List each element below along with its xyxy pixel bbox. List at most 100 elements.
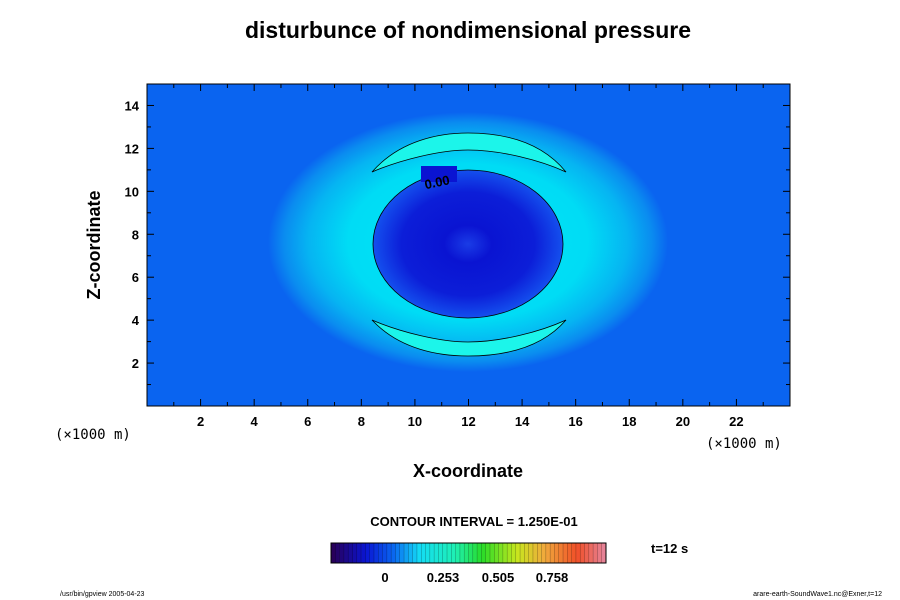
colorbar-cell — [550, 543, 555, 563]
x-tick-label: 8 — [358, 414, 365, 429]
lower-positive-crescent — [371, 319, 567, 357]
colorbar-frame — [330, 542, 607, 564]
colorbar-cell — [537, 543, 542, 563]
colorbar-cell — [404, 543, 409, 563]
x-tick-label: 14 — [515, 414, 530, 429]
colorbar-tick-label: 0.253 — [427, 570, 460, 585]
colorbar-cell — [481, 543, 486, 563]
x-unit-right: (×1000 m) — [706, 436, 782, 452]
colorbar-cell — [528, 543, 534, 563]
x-tick-label: 16 — [568, 414, 582, 429]
contour-label: 0.00 — [423, 172, 451, 192]
colorbar-cell — [554, 543, 560, 563]
colorbar-cell — [391, 543, 396, 563]
colorbar-tick-label: 0.758 — [536, 570, 569, 585]
colorbar-cell — [597, 543, 603, 563]
y-tick-label: 14 — [125, 98, 140, 113]
contour-label-bg — [421, 166, 457, 182]
upper-positive-crescent — [371, 132, 567, 173]
chart-title: disturbunce of nondimensional pressure — [245, 17, 691, 43]
x-tick-label: 10 — [408, 414, 422, 429]
colorbar-cell — [593, 543, 598, 563]
x-tick-label: 18 — [622, 414, 636, 429]
y-tick-label: 12 — [125, 141, 139, 156]
colorbar-cell — [571, 543, 577, 563]
y-tick-label: 2 — [132, 356, 139, 371]
colorbar-cell — [442, 543, 448, 563]
colorbar-cell — [343, 543, 349, 563]
x-tick-label: 12 — [461, 414, 475, 429]
colorbar-cell — [545, 543, 551, 563]
colorbar-cell — [447, 543, 452, 563]
contour-interval: CONTOUR INTERVAL = 1.250E-01 — [370, 514, 577, 529]
x-tick-label: 22 — [729, 414, 743, 429]
y-tick-label: 6 — [132, 270, 139, 285]
time-label: t=12 s — [651, 541, 688, 556]
colorbar-cell — [455, 543, 461, 563]
colorbar-cell — [438, 543, 444, 563]
colorbar-cell — [575, 543, 581, 563]
colorbar-cell — [563, 543, 568, 563]
colorbar-cell — [348, 543, 353, 563]
colorbar-cell — [532, 543, 538, 563]
colorbar-cell — [477, 543, 482, 563]
colorbar-cell — [356, 543, 362, 563]
colorbar-cell — [541, 543, 547, 563]
colorbar-cell — [425, 543, 431, 563]
x-tick-label: 2 — [197, 414, 204, 429]
colorbar-cell — [511, 543, 517, 563]
colorbar-cell — [399, 543, 405, 563]
x-axis-label: X-coordinate — [413, 461, 523, 481]
colorbar-cell — [382, 543, 388, 563]
colorbar-cell — [494, 543, 499, 563]
colorbar-cell — [588, 543, 594, 563]
colorbar-tick-labels: 0 0.253 0.505 0.758 — [381, 570, 568, 585]
x-unit-left: (×1000 m) — [55, 427, 131, 443]
x-tick-label: 20 — [676, 414, 690, 429]
colorbar-cell — [580, 543, 585, 563]
colorbar-cell — [386, 543, 392, 563]
colorbar-cell — [339, 543, 345, 563]
colorbar-cell — [520, 543, 525, 563]
colorbar-cell — [601, 543, 607, 563]
colorbar-cell — [485, 543, 491, 563]
colorbar-cell — [408, 543, 413, 563]
negative-core — [373, 170, 563, 318]
colorbar-cell — [335, 543, 340, 563]
colorbar-tick-label: 0 — [381, 570, 388, 585]
colorbar-tick-label: 0.505 — [482, 570, 515, 585]
colorbar-cell — [352, 543, 358, 563]
colorbar-cell — [558, 543, 564, 563]
colorbar-cell — [365, 543, 370, 563]
colorbar-cell — [498, 543, 504, 563]
x-tick-label: 6 — [304, 414, 311, 429]
colorbar-cell — [429, 543, 435, 563]
colorbar-cell — [412, 543, 418, 563]
y-tick-label: 8 — [132, 227, 139, 242]
footer-right: arare-earth-SoundWave1.nc@Exner,t=12 — [753, 591, 882, 598]
colorbar-cell — [373, 543, 379, 563]
colorbar-cell — [489, 543, 495, 563]
colorbar-cell — [502, 543, 508, 563]
colorbar-cell — [459, 543, 465, 563]
colorbar-cell — [515, 543, 521, 563]
colorbar-cell — [369, 543, 375, 563]
x-tick-label: 4 — [251, 414, 259, 429]
colorbar-cell — [472, 543, 478, 563]
zero-contour — [372, 169, 564, 319]
colorbar-cell — [468, 543, 474, 563]
footer-left: /usr/bin/gpview 2005-04-23 — [60, 591, 145, 598]
colorbar-cell — [395, 543, 401, 563]
colorbar-cell — [434, 543, 439, 563]
colorbar — [330, 543, 607, 563]
colorbar-cell — [451, 543, 456, 563]
y-tick-label: 4 — [132, 313, 140, 328]
y-tick-label: 10 — [125, 184, 139, 199]
colorbar-cell — [464, 543, 469, 563]
colorbar-cell — [567, 543, 572, 563]
plot-area: 0.00 — [147, 84, 790, 406]
colorbar-cell — [331, 543, 336, 563]
colorbar-cell — [361, 543, 366, 563]
